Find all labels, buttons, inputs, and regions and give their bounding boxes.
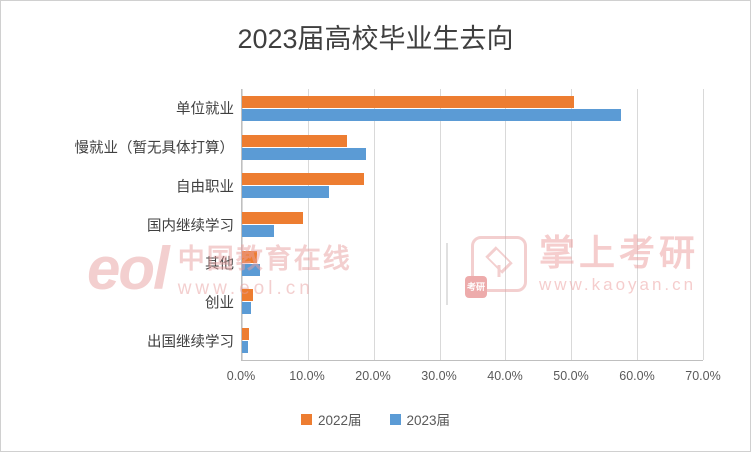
bar-2023届: [242, 225, 275, 238]
x-tick-label: 60.0%: [619, 369, 655, 383]
gridline: [703, 89, 704, 360]
chart-row: 创业: [205, 283, 703, 322]
gridline: [571, 89, 573, 360]
bar-2022届: [242, 212, 304, 225]
bar-2022届: [242, 328, 249, 341]
chart-row: 单位就业: [176, 89, 703, 128]
chart-row: 出国继续学习: [147, 321, 703, 360]
gridline: [373, 89, 375, 360]
legend-item-2022届: 2022届: [300, 409, 362, 429]
category-label: 自由职业: [176, 179, 234, 196]
chart-row: 国内继续学习: [147, 205, 703, 244]
bar-2023届: [242, 108, 622, 121]
legend-label: 2023届: [406, 413, 451, 428]
bar-2023届: [242, 341, 248, 354]
legend-swatch: [300, 413, 312, 425]
x-tick-label: 70.0%: [685, 369, 721, 383]
bar-2022届: [242, 173, 365, 186]
bar-2022届: [242, 289, 254, 302]
chart-row: 其他: [205, 244, 703, 283]
x-tick-label: 40.0%: [487, 369, 523, 383]
chart-legend: 2022届 2023届: [1, 409, 750, 429]
eol-logo: eol: [87, 234, 170, 302]
x-axis-ticks: 0.0% 10.0% 20.0% 30.0% 40.0% 50.0% 60.0% 70.0%: [227, 369, 721, 387]
bar-2022届: [242, 134, 347, 147]
x-tick-label: 0.0%: [226, 369, 256, 383]
bar-2023届: [242, 186, 329, 199]
bar-2022届: [242, 95, 574, 108]
gridline: [242, 89, 243, 360]
legend-item-2023届: 2023届: [389, 409, 451, 429]
gridline: [505, 89, 507, 360]
plot-area: 单位就业慢就业（暂无具体打算） 自由职业国内继续学习其他创业出国继续学习: [75, 89, 704, 361]
x-tick-label: 10.0%: [289, 369, 325, 383]
gridline: [439, 89, 441, 360]
chart-row: 自由职业: [176, 166, 703, 205]
legend-swatch: [389, 413, 401, 425]
chart-row: 慢就业（暂无具体打算）: [75, 128, 703, 167]
bar-2023届: [242, 263, 260, 276]
category-label: 创业: [205, 295, 234, 312]
bar-2023届: [242, 147, 367, 160]
bar-2023届: [242, 302, 251, 315]
x-tick-label: 20.0%: [355, 369, 391, 383]
category-label: 其他: [205, 256, 234, 273]
category-label: 国内继续学习: [147, 218, 234, 235]
bar-rows: 单位就业慢就业（暂无具体打算） 自由职业国内继续学习其他创业出国继续学习: [75, 89, 703, 360]
chart-title: 2023届高校毕业生去向: [237, 24, 514, 54]
x-tick-label: 50.0%: [553, 369, 589, 383]
category-label: 慢就业（暂无具体打算）: [74, 140, 235, 157]
legend-label: 2022届: [317, 413, 362, 428]
x-tick-label: 30.0%: [421, 369, 457, 383]
bar-2022届: [242, 250, 258, 263]
gridline: [307, 89, 309, 360]
category-label: 单位就业: [176, 101, 234, 118]
gridline: [637, 89, 639, 360]
category-label: 出国继续学习: [147, 334, 234, 351]
